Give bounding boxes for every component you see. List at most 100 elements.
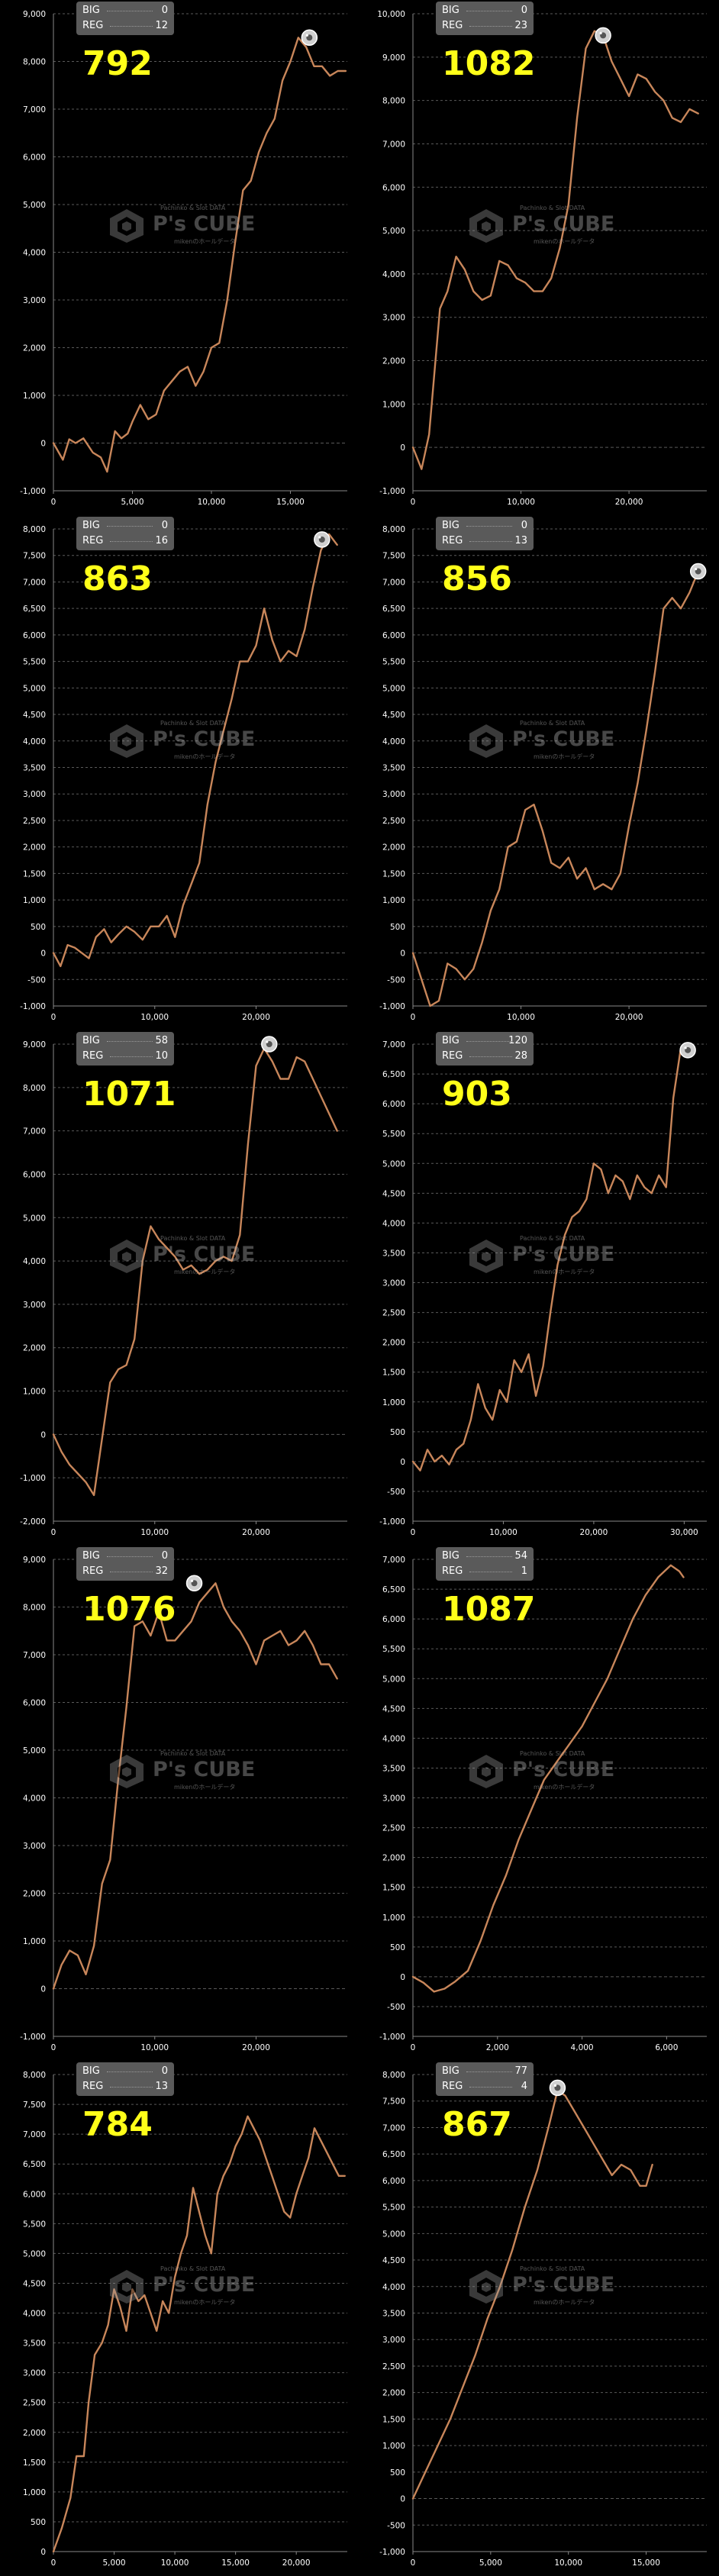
watermark-logo-text: P's CUBE (153, 1758, 256, 1781)
x-tick-label: 10,000 (507, 1013, 535, 1022)
legend-big-label: BIG (442, 520, 459, 531)
legend-reg-value: 16 (155, 535, 168, 546)
y-tick-label: 7,500 (23, 2100, 46, 2110)
x-tick-label: 10,000 (489, 1528, 517, 1537)
legend-box: BIG 0 REG 13 (436, 517, 534, 550)
y-tick-label: 7,000 (23, 1127, 46, 1136)
legend-big-value: 0 (161, 5, 168, 16)
y-tick-label: 1,000 (382, 2442, 405, 2451)
y-tick-label: -2,000 (20, 1517, 46, 1527)
y-tick-label: 6,500 (382, 2150, 405, 2159)
legend-reg-label: REG (442, 535, 463, 546)
y-tick-label: 2,500 (382, 2362, 405, 2371)
legend-reg-value: 13 (514, 535, 527, 546)
legend-big-label: BIG (82, 2065, 100, 2077)
watermark: Pachinko & Slot DATA P's CUBE mikenのホールデータ (466, 2250, 619, 2311)
y-tick-label: 2,000 (23, 344, 46, 353)
x-tick-label: 30,000 (670, 1528, 698, 1537)
y-tick-label: -1,000 (379, 2548, 405, 2557)
chart-panel: -1,000 -500 0 500 1,000 1,500 2,000 2,500 3,000 3… (360, 2061, 719, 2576)
series-line (411, 30, 699, 470)
watermark: Pachinko & Slot DATA P's CUBE mikenのホールデータ (466, 1220, 619, 1281)
legend-big-label: BIG (442, 5, 459, 16)
y-tick-label: 0 (40, 1985, 46, 1994)
y-tick-label: 4,500 (382, 1189, 405, 1198)
legend-box: BIG 0 REG 12 (76, 2, 174, 35)
cube-logo-icon (110, 209, 143, 243)
y-tick-label: 5,000 (382, 1675, 405, 1684)
y-tick-label: 7,000 (382, 2123, 405, 2133)
y-tick-label: 6,000 (382, 631, 405, 640)
y-tick-label: 0 (400, 949, 405, 959)
y-tick-label: 5,500 (23, 2220, 46, 2229)
y-tick-label: 6,000 (23, 631, 46, 640)
machine-number: 863 (82, 559, 153, 598)
y-tick-label: 6,000 (382, 2177, 405, 2186)
machine-number: 1071 (82, 1075, 176, 1114)
y-tick-label: -500 (387, 975, 405, 985)
max-marker-icon (185, 1575, 203, 1591)
x-tick-label: 5,000 (121, 498, 143, 507)
y-tick-label: 1,000 (23, 896, 46, 905)
machine-number: 903 (442, 1075, 512, 1114)
watermark-logo-text: P's CUBE (153, 212, 256, 236)
watermark: Pachinko & Slot DATA P's CUBE mikenのホールデータ (107, 704, 260, 766)
y-tick-label: 5,500 (382, 1130, 405, 1139)
legend-big-label: BIG (82, 5, 100, 16)
y-tick-label: 6,500 (23, 2160, 46, 2169)
y-tick-label: 2,000 (382, 1339, 405, 1348)
y-tick-label: 4,000 (23, 1257, 46, 1266)
y-tick-label: 6,500 (382, 1070, 405, 1079)
x-tick-label: 15,000 (632, 2558, 660, 2568)
y-tick-label: 3,500 (382, 1764, 405, 1773)
watermark-logo-text: P's CUBE (153, 2273, 256, 2297)
y-tick-label: 6,000 (382, 1615, 405, 1624)
y-tick-label: 7,000 (23, 578, 46, 587)
cube-logo-icon (110, 724, 143, 758)
chart-svg: -1,000 -500 0 500 1,000 1,500 2,000 2,500 3,000 3… (379, 525, 707, 1022)
x-tick-label: 0 (411, 498, 416, 507)
y-tick-label: 6,000 (23, 2190, 46, 2199)
series-line (411, 2089, 653, 2500)
legend-reg-label: REG (442, 1565, 463, 1577)
legend-row-reg: REG 12 (81, 20, 169, 32)
legend-reg-label: REG (442, 1050, 463, 1062)
y-tick-label: 1,500 (23, 869, 46, 879)
y-tick-label: 5,500 (382, 2204, 405, 2213)
y-tick-label: 7,000 (23, 2130, 46, 2139)
y-tick-label: 1,000 (23, 2488, 46, 2497)
y-tick-label: 3,000 (382, 790, 405, 799)
y-tick-label: 0 (400, 2495, 405, 2504)
y-tick-label: 1,500 (382, 2415, 405, 2424)
legend-row-big: BIG 0 (81, 1550, 169, 1562)
x-tick-label: 20,000 (580, 1528, 608, 1537)
y-tick-label: 2,000 (382, 1854, 405, 1863)
y-tick-label: 2,500 (23, 817, 46, 826)
y-tick-label: 9,000 (382, 53, 405, 63)
legend-big-value: 54 (514, 1550, 527, 1562)
y-tick-label: 1,000 (382, 1913, 405, 1923)
watermark-logo-text: P's CUBE (512, 1243, 615, 1266)
cube-logo-icon (469, 209, 503, 243)
y-tick-label: 2,000 (23, 1344, 46, 1353)
watermark: Pachinko & Slot DATA P's CUBE mikenのホールデータ (466, 189, 619, 250)
y-tick-label: 3,000 (23, 2369, 46, 2378)
series-line (52, 1582, 338, 1990)
x-tick-label: 10,000 (507, 498, 535, 507)
legend-box: BIG 0 REG 23 (436, 2, 534, 35)
legend-reg-value: 10 (155, 1050, 168, 1062)
legend-reg-value: 32 (155, 1565, 168, 1577)
x-tick-label: 15,000 (221, 2558, 250, 2568)
x-tick-label: 10,000 (198, 498, 226, 507)
x-tick-label: 0 (51, 1528, 56, 1537)
x-tick-label: 20,000 (242, 1013, 270, 1022)
watermark: Pachinko & Slot DATA P's CUBE mikenのホールデータ (107, 2250, 260, 2311)
chart-panel: -1,000 -500 0 500 1,000 1,500 2,000 2,500 3,000 3… (360, 1030, 719, 1546)
y-tick-label: 6,000 (23, 153, 46, 163)
watermark-small-text: Pachinko & Slot DATA (520, 2265, 585, 2272)
series-line (52, 2115, 346, 2553)
x-tick-label: 20,000 (615, 1013, 643, 1022)
series-line (411, 1049, 689, 1472)
y-tick-label: 2,000 (382, 2389, 405, 2398)
y-tick-label: 1,000 (382, 400, 405, 409)
